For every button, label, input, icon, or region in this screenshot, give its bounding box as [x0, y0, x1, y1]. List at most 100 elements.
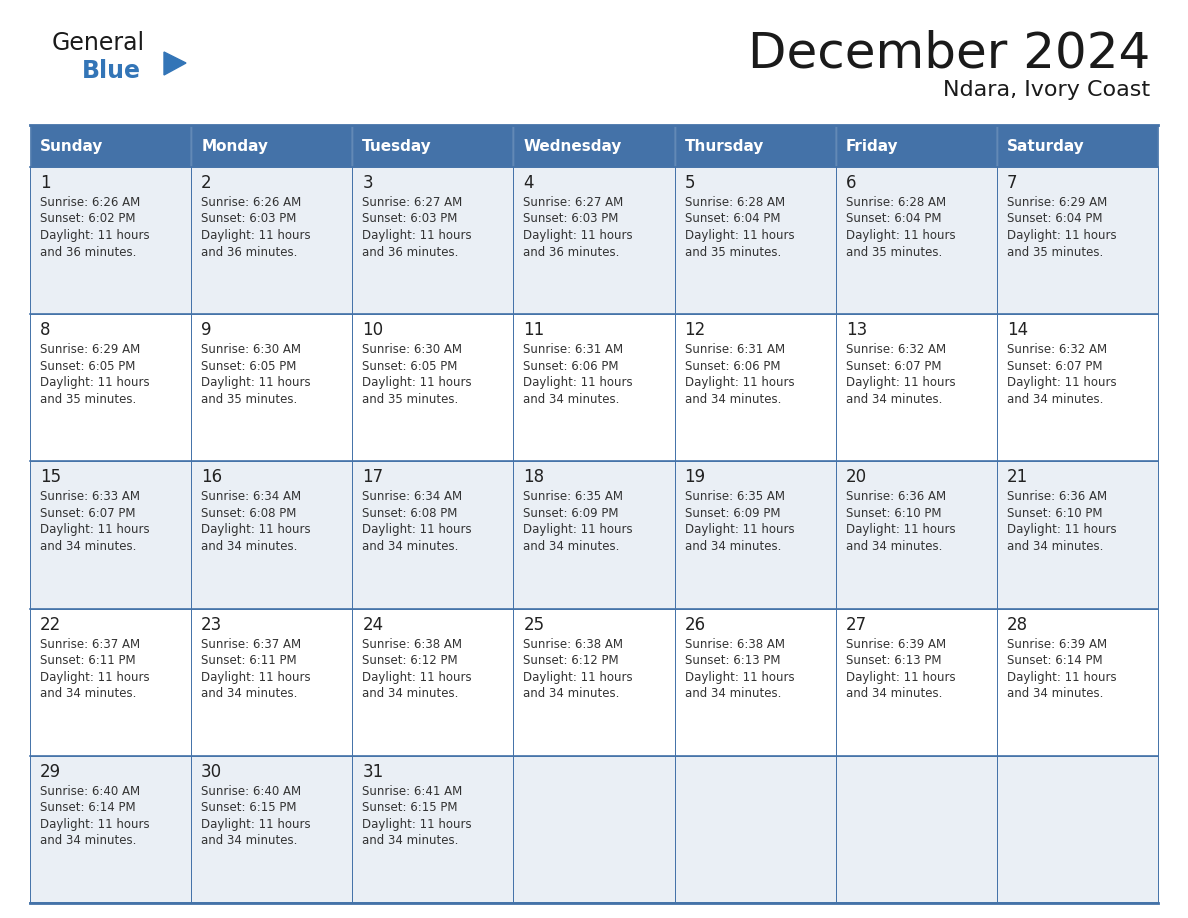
- Text: Sunrise: 6:39 AM
Sunset: 6:14 PM
Daylight: 11 hours
and 34 minutes.: Sunrise: 6:39 AM Sunset: 6:14 PM Dayligh…: [1007, 638, 1117, 700]
- Text: Blue: Blue: [82, 59, 141, 83]
- Text: Sunrise: 6:29 AM
Sunset: 6:04 PM
Daylight: 11 hours
and 35 minutes.: Sunrise: 6:29 AM Sunset: 6:04 PM Dayligh…: [1007, 196, 1117, 259]
- Text: Sunrise: 6:32 AM
Sunset: 6:07 PM
Daylight: 11 hours
and 34 minutes.: Sunrise: 6:32 AM Sunset: 6:07 PM Dayligh…: [1007, 343, 1117, 406]
- Text: Sunrise: 6:27 AM
Sunset: 6:03 PM
Daylight: 11 hours
and 36 minutes.: Sunrise: 6:27 AM Sunset: 6:03 PM Dayligh…: [362, 196, 472, 259]
- Bar: [513, 125, 675, 167]
- Text: 27: 27: [846, 616, 867, 633]
- Text: Sunrise: 6:37 AM
Sunset: 6:11 PM
Daylight: 11 hours
and 34 minutes.: Sunrise: 6:37 AM Sunset: 6:11 PM Dayligh…: [201, 638, 311, 700]
- Text: December 2024: December 2024: [747, 30, 1150, 78]
- Text: Sunrise: 6:37 AM
Sunset: 6:11 PM
Daylight: 11 hours
and 34 minutes.: Sunrise: 6:37 AM Sunset: 6:11 PM Dayligh…: [40, 638, 150, 700]
- Text: Sunrise: 6:40 AM
Sunset: 6:15 PM
Daylight: 11 hours
and 34 minutes.: Sunrise: 6:40 AM Sunset: 6:15 PM Dayligh…: [201, 785, 311, 847]
- Bar: [30, 167, 191, 314]
- Text: Sunrise: 6:38 AM
Sunset: 6:12 PM
Daylight: 11 hours
and 34 minutes.: Sunrise: 6:38 AM Sunset: 6:12 PM Dayligh…: [362, 638, 472, 700]
- Bar: [675, 756, 835, 903]
- Text: Sunrise: 6:27 AM
Sunset: 6:03 PM
Daylight: 11 hours
and 36 minutes.: Sunrise: 6:27 AM Sunset: 6:03 PM Dayligh…: [524, 196, 633, 259]
- Bar: [30, 609, 191, 756]
- Bar: [513, 314, 675, 462]
- Text: 15: 15: [40, 468, 61, 487]
- Text: 21: 21: [1007, 468, 1028, 487]
- Text: 30: 30: [201, 763, 222, 781]
- Text: 31: 31: [362, 763, 384, 781]
- Text: 13: 13: [846, 321, 867, 339]
- Bar: [675, 167, 835, 314]
- Text: 4: 4: [524, 174, 533, 192]
- Text: Sunrise: 6:36 AM
Sunset: 6:10 PM
Daylight: 11 hours
and 34 minutes.: Sunrise: 6:36 AM Sunset: 6:10 PM Dayligh…: [1007, 490, 1117, 553]
- Bar: [30, 756, 191, 903]
- Bar: [675, 609, 835, 756]
- Bar: [191, 314, 353, 462]
- Bar: [997, 167, 1158, 314]
- Text: Saturday: Saturday: [1007, 139, 1085, 153]
- Text: 1: 1: [40, 174, 51, 192]
- Bar: [353, 609, 513, 756]
- Text: 5: 5: [684, 174, 695, 192]
- Text: Sunrise: 6:26 AM
Sunset: 6:03 PM
Daylight: 11 hours
and 36 minutes.: Sunrise: 6:26 AM Sunset: 6:03 PM Dayligh…: [201, 196, 311, 259]
- Text: Sunrise: 6:34 AM
Sunset: 6:08 PM
Daylight: 11 hours
and 34 minutes.: Sunrise: 6:34 AM Sunset: 6:08 PM Dayligh…: [201, 490, 311, 553]
- Text: Monday: Monday: [201, 139, 268, 153]
- Text: General: General: [52, 31, 145, 55]
- Polygon shape: [164, 52, 187, 75]
- Bar: [997, 462, 1158, 609]
- Text: Sunday: Sunday: [40, 139, 103, 153]
- Bar: [353, 167, 513, 314]
- Text: 29: 29: [40, 763, 61, 781]
- Text: Sunrise: 6:34 AM
Sunset: 6:08 PM
Daylight: 11 hours
and 34 minutes.: Sunrise: 6:34 AM Sunset: 6:08 PM Dayligh…: [362, 490, 472, 553]
- Text: 19: 19: [684, 468, 706, 487]
- Text: 17: 17: [362, 468, 384, 487]
- Text: 11: 11: [524, 321, 544, 339]
- Bar: [513, 167, 675, 314]
- Bar: [353, 125, 513, 167]
- Bar: [835, 167, 997, 314]
- Text: 2: 2: [201, 174, 211, 192]
- Text: 6: 6: [846, 174, 857, 192]
- Bar: [835, 314, 997, 462]
- Bar: [997, 609, 1158, 756]
- Text: Sunrise: 6:28 AM
Sunset: 6:04 PM
Daylight: 11 hours
and 35 minutes.: Sunrise: 6:28 AM Sunset: 6:04 PM Dayligh…: [684, 196, 795, 259]
- Bar: [191, 756, 353, 903]
- Bar: [30, 125, 191, 167]
- Text: Sunrise: 6:31 AM
Sunset: 6:06 PM
Daylight: 11 hours
and 34 minutes.: Sunrise: 6:31 AM Sunset: 6:06 PM Dayligh…: [684, 343, 795, 406]
- Text: 16: 16: [201, 468, 222, 487]
- Text: 7: 7: [1007, 174, 1017, 192]
- Text: 22: 22: [40, 616, 62, 633]
- Text: Sunrise: 6:26 AM
Sunset: 6:02 PM
Daylight: 11 hours
and 36 minutes.: Sunrise: 6:26 AM Sunset: 6:02 PM Dayligh…: [40, 196, 150, 259]
- Bar: [30, 462, 191, 609]
- Bar: [191, 609, 353, 756]
- Text: Sunrise: 6:28 AM
Sunset: 6:04 PM
Daylight: 11 hours
and 35 minutes.: Sunrise: 6:28 AM Sunset: 6:04 PM Dayligh…: [846, 196, 955, 259]
- Text: Sunrise: 6:38 AM
Sunset: 6:13 PM
Daylight: 11 hours
and 34 minutes.: Sunrise: 6:38 AM Sunset: 6:13 PM Dayligh…: [684, 638, 795, 700]
- Text: Sunrise: 6:40 AM
Sunset: 6:14 PM
Daylight: 11 hours
and 34 minutes.: Sunrise: 6:40 AM Sunset: 6:14 PM Dayligh…: [40, 785, 150, 847]
- Text: 20: 20: [846, 468, 867, 487]
- Text: 18: 18: [524, 468, 544, 487]
- Bar: [997, 314, 1158, 462]
- Text: Sunrise: 6:29 AM
Sunset: 6:05 PM
Daylight: 11 hours
and 35 minutes.: Sunrise: 6:29 AM Sunset: 6:05 PM Dayligh…: [40, 343, 150, 406]
- Text: Thursday: Thursday: [684, 139, 764, 153]
- Text: Sunrise: 6:30 AM
Sunset: 6:05 PM
Daylight: 11 hours
and 35 minutes.: Sunrise: 6:30 AM Sunset: 6:05 PM Dayligh…: [362, 343, 472, 406]
- Text: Sunrise: 6:33 AM
Sunset: 6:07 PM
Daylight: 11 hours
and 34 minutes.: Sunrise: 6:33 AM Sunset: 6:07 PM Dayligh…: [40, 490, 150, 553]
- Bar: [191, 462, 353, 609]
- Bar: [513, 609, 675, 756]
- Bar: [513, 756, 675, 903]
- Text: 26: 26: [684, 616, 706, 633]
- Bar: [835, 756, 997, 903]
- Text: Sunrise: 6:35 AM
Sunset: 6:09 PM
Daylight: 11 hours
and 34 minutes.: Sunrise: 6:35 AM Sunset: 6:09 PM Dayligh…: [524, 490, 633, 553]
- Text: 12: 12: [684, 321, 706, 339]
- Text: Sunrise: 6:30 AM
Sunset: 6:05 PM
Daylight: 11 hours
and 35 minutes.: Sunrise: 6:30 AM Sunset: 6:05 PM Dayligh…: [201, 343, 311, 406]
- Bar: [997, 756, 1158, 903]
- Text: Sunrise: 6:38 AM
Sunset: 6:12 PM
Daylight: 11 hours
and 34 minutes.: Sunrise: 6:38 AM Sunset: 6:12 PM Dayligh…: [524, 638, 633, 700]
- Text: Friday: Friday: [846, 139, 898, 153]
- Text: Ndara, Ivory Coast: Ndara, Ivory Coast: [943, 80, 1150, 100]
- Bar: [675, 462, 835, 609]
- Text: 25: 25: [524, 616, 544, 633]
- Text: 9: 9: [201, 321, 211, 339]
- Text: 28: 28: [1007, 616, 1028, 633]
- Text: 8: 8: [40, 321, 51, 339]
- Bar: [30, 314, 191, 462]
- Text: 14: 14: [1007, 321, 1028, 339]
- Text: Sunrise: 6:39 AM
Sunset: 6:13 PM
Daylight: 11 hours
and 34 minutes.: Sunrise: 6:39 AM Sunset: 6:13 PM Dayligh…: [846, 638, 955, 700]
- Text: Wednesday: Wednesday: [524, 139, 621, 153]
- Text: Sunrise: 6:31 AM
Sunset: 6:06 PM
Daylight: 11 hours
and 34 minutes.: Sunrise: 6:31 AM Sunset: 6:06 PM Dayligh…: [524, 343, 633, 406]
- Text: 23: 23: [201, 616, 222, 633]
- Text: 10: 10: [362, 321, 384, 339]
- Bar: [353, 462, 513, 609]
- Text: Sunrise: 6:32 AM
Sunset: 6:07 PM
Daylight: 11 hours
and 34 minutes.: Sunrise: 6:32 AM Sunset: 6:07 PM Dayligh…: [846, 343, 955, 406]
- Text: Tuesday: Tuesday: [362, 139, 432, 153]
